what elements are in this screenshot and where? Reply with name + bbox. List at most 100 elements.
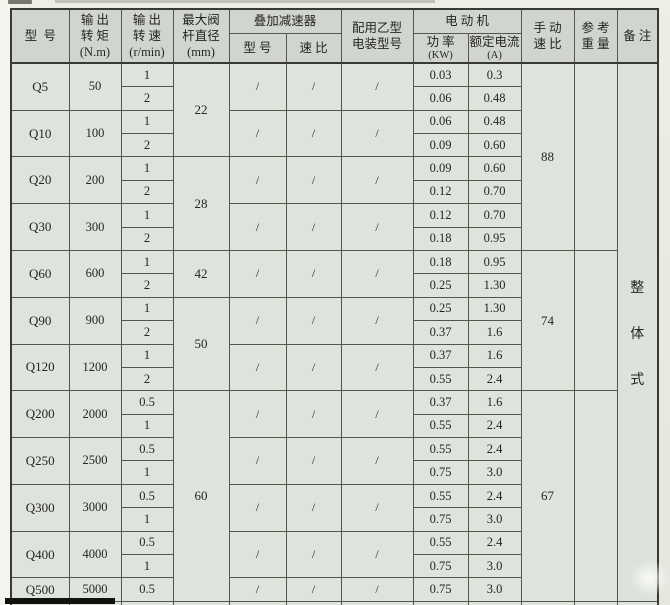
table-header: 型 号 输 出 转 矩 (N.m) 输 出 转 速 (r/min) 最大阀 杆直… xyxy=(10,8,659,65)
diameter-cell: 50 xyxy=(172,296,230,392)
clipped-cell xyxy=(120,600,174,605)
reducer-model-cell: / xyxy=(228,390,287,439)
model-cell: Q300 xyxy=(10,483,70,532)
current-cell: 0.60 xyxy=(467,133,522,158)
torque-cell: 2000 xyxy=(68,390,122,439)
reducer-model-cell: / xyxy=(228,249,287,298)
reducer-ratio-cell: / xyxy=(285,390,342,439)
hand-ratio-cell: 74 xyxy=(520,249,575,392)
power-cell: 0.55 xyxy=(412,530,469,556)
torque-cell: 600 xyxy=(68,249,122,298)
power-cell: 0.18 xyxy=(412,226,469,251)
speed-cell: 1 xyxy=(120,507,174,532)
reducer-ratio-cell: / xyxy=(285,296,342,345)
model-cell: Q10 xyxy=(10,109,70,158)
clipped-cell xyxy=(228,600,287,605)
reducer-ratio-cell: / xyxy=(285,62,342,111)
power-cell: 0.06 xyxy=(412,109,469,135)
speed-cell: 0.5 xyxy=(120,530,174,556)
reducer-model-cell: / xyxy=(228,483,287,532)
col-header-motor-current: 额定电流 (A) xyxy=(467,32,522,65)
device-cell: / xyxy=(340,62,414,111)
power-cell: 0.37 xyxy=(412,343,469,368)
clipped-cell xyxy=(467,600,522,605)
reducer-ratio-cell: / xyxy=(285,343,342,392)
torque-cell: 3000 xyxy=(68,483,122,532)
torque-cell: 1200 xyxy=(68,343,122,392)
reducer-ratio-cell: / xyxy=(285,530,342,579)
col-header-motor-power: 功 率 (KW) xyxy=(412,32,469,65)
power-cell: 0.55 xyxy=(412,413,469,439)
clipped-cell xyxy=(616,600,659,605)
table-row-Q90-0: Q90 900 1 50///0.25 1.30 xyxy=(10,296,658,392)
table-row-Q30-0: Q30 300 1///0.12 0.70 xyxy=(10,203,658,251)
motor-power-unit: (KW) xyxy=(428,49,453,61)
speed-cell: 1 xyxy=(120,554,174,579)
current-cell: 1.6 xyxy=(467,320,522,345)
col-header-reducer-group: 叠加减速器 xyxy=(228,8,342,34)
table-row-Q200-0: Q200 2000 0.5 60///0.37 1.6 67 xyxy=(10,390,658,602)
current-cell: 0.60 xyxy=(467,156,522,181)
table-row-Q200-1: 1 0.55 2.4 xyxy=(11,413,658,439)
current-cell: 3.0 xyxy=(467,460,522,485)
current-cell: 0.95 xyxy=(467,226,522,251)
weight-cell xyxy=(573,62,618,251)
reducer-ratio-cell: / xyxy=(285,437,342,485)
power-cell: 0.75 xyxy=(412,507,469,532)
torque-cell: 50 xyxy=(68,62,122,111)
power-cell: 0.09 xyxy=(412,156,469,181)
motor-current-label: 额定电流 xyxy=(469,34,520,49)
speed-cell: 0.5 xyxy=(120,483,174,509)
speed-cell: 2 xyxy=(120,320,174,345)
spec-table: 型 号 输 出 转 矩 (N.m) 输 出 转 速 (r/min) 最大阀 杆直… xyxy=(10,8,660,605)
power-cell: 0.75 xyxy=(412,460,469,485)
speed-cell: 1 xyxy=(120,62,174,88)
col-header-reducer-model: 型 号 xyxy=(228,32,287,65)
power-cell: 0.37 xyxy=(412,320,469,345)
device-cell: / xyxy=(340,483,414,532)
power-cell: 0.75 xyxy=(412,554,469,579)
power-cell: 0.55 xyxy=(412,366,469,392)
current-cell: 1.30 xyxy=(467,296,522,322)
speed-cell: 0.5 xyxy=(120,390,174,415)
diameter-cell: 60 xyxy=(172,390,230,602)
table-row-Q90-1: 2 0.37 1.6 xyxy=(11,320,658,345)
remark-vertical-text: 整体式 xyxy=(618,277,657,389)
model-cell: Q90 xyxy=(10,296,70,345)
power-cell: 0.25 xyxy=(412,273,469,298)
torque-cell: 900 xyxy=(68,296,122,345)
model-cell: Q120 xyxy=(10,343,70,392)
device-cell: / xyxy=(340,156,414,205)
table-body: Q5 50 1 22///0.03 0.3 88 整体式 2 0.06 0.48 Q10 100 1//… xyxy=(10,62,659,605)
speed-cell: 2 xyxy=(120,273,174,298)
col-header-weight: 参 考 重 量 xyxy=(573,8,618,65)
model-cell: Q200 xyxy=(10,390,70,439)
current-cell: 1.30 xyxy=(467,273,522,298)
col-header-remark: 备 注 xyxy=(616,8,659,65)
header-row-2: 型 号 速 比 功 率 (KW) 额定电流 (A) xyxy=(11,32,658,65)
speed-cell: 1 xyxy=(120,343,174,368)
reducer-ratio-cell: / xyxy=(285,109,342,158)
speed-cell: 1 xyxy=(120,109,174,135)
reducer-ratio-cell: / xyxy=(285,249,342,298)
hand-ratio-cell: 88 xyxy=(520,62,575,251)
current-cell: 1.6 xyxy=(467,343,522,368)
remark-char: 整 xyxy=(630,280,645,296)
table-row-Q20-1: 2 0.12 0.70 xyxy=(11,179,658,205)
model-cell: Q5 xyxy=(10,62,70,111)
device-cell: / xyxy=(340,343,414,392)
current-cell: 2.4 xyxy=(467,366,522,392)
scan-glare-spot xyxy=(630,560,670,596)
current-cell: 3.0 xyxy=(467,577,522,602)
device-cell: / xyxy=(340,390,414,439)
diameter-cell: 28 xyxy=(172,156,230,251)
header-row-1: 型 号 输 出 转 矩 (N.m) 输 出 转 速 (r/min) 最大阀 杆直… xyxy=(10,8,659,65)
current-cell: 0.70 xyxy=(467,179,522,205)
speed-cell: 0.5 xyxy=(120,577,174,602)
speed-cell: 2 xyxy=(120,366,174,392)
clipped-cell xyxy=(412,600,469,605)
current-cell: 0.70 xyxy=(467,203,522,228)
clipped-cell xyxy=(340,600,414,605)
torque-cell: 300 xyxy=(68,203,122,251)
diameter-cell: 42 xyxy=(172,249,230,298)
